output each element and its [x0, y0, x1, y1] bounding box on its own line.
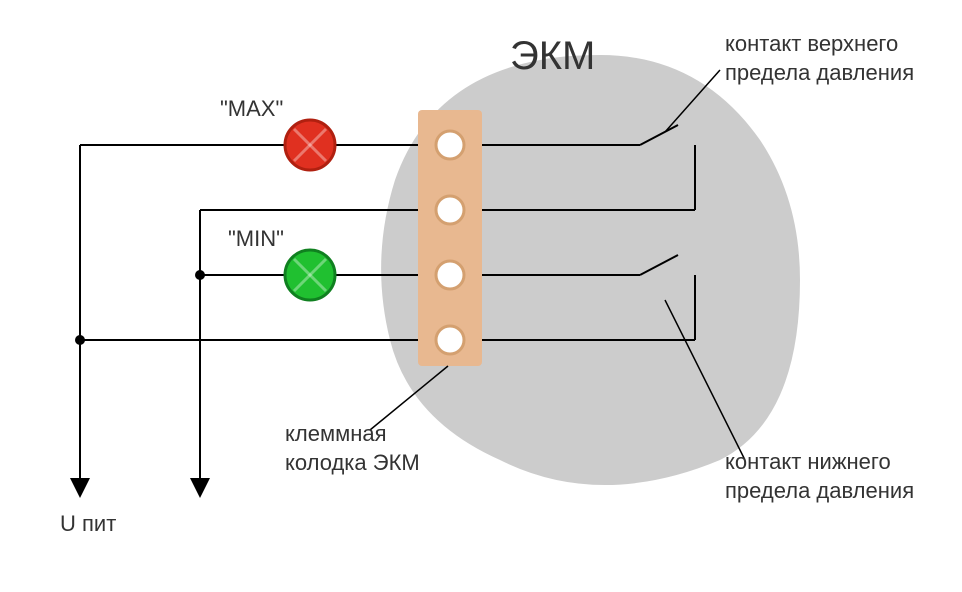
- terminal-hole-3: [436, 261, 464, 289]
- junction-min: [195, 270, 205, 280]
- terminal-label: клеммная колодка ЭКМ: [285, 420, 420, 477]
- ekm-title: ЭКМ: [510, 30, 595, 82]
- lamp-min: [285, 250, 335, 300]
- upper-contact-label: контакт верхнего предела давления: [725, 30, 914, 87]
- lamp-max: [285, 120, 335, 170]
- terminal-hole-2: [436, 196, 464, 224]
- upper-contact-line2: предела давления: [725, 60, 914, 85]
- upper-contact-line1: контакт верхнего: [725, 31, 898, 56]
- terminal-hole-1: [436, 131, 464, 159]
- ekm-wiring-diagram: ЭКМ "MAX" "MIN" U пит контакт верхнего п…: [0, 0, 962, 592]
- lower-contact-line1: контакт нижнего: [725, 449, 891, 474]
- max-label: "MAX": [220, 95, 283, 124]
- upit-label: U пит: [60, 510, 116, 539]
- lower-contact-line2: предела давления: [725, 478, 914, 503]
- arrow-left: [70, 478, 90, 498]
- terminal-line1: клеммная: [285, 421, 387, 446]
- min-label: "MIN": [228, 225, 284, 254]
- arrow-right: [190, 478, 210, 498]
- terminal-hole-4: [436, 326, 464, 354]
- lower-contact-label: контакт нижнего предела давления: [725, 448, 914, 505]
- terminal-line2: колодка ЭКМ: [285, 450, 420, 475]
- junction-bottom: [75, 335, 85, 345]
